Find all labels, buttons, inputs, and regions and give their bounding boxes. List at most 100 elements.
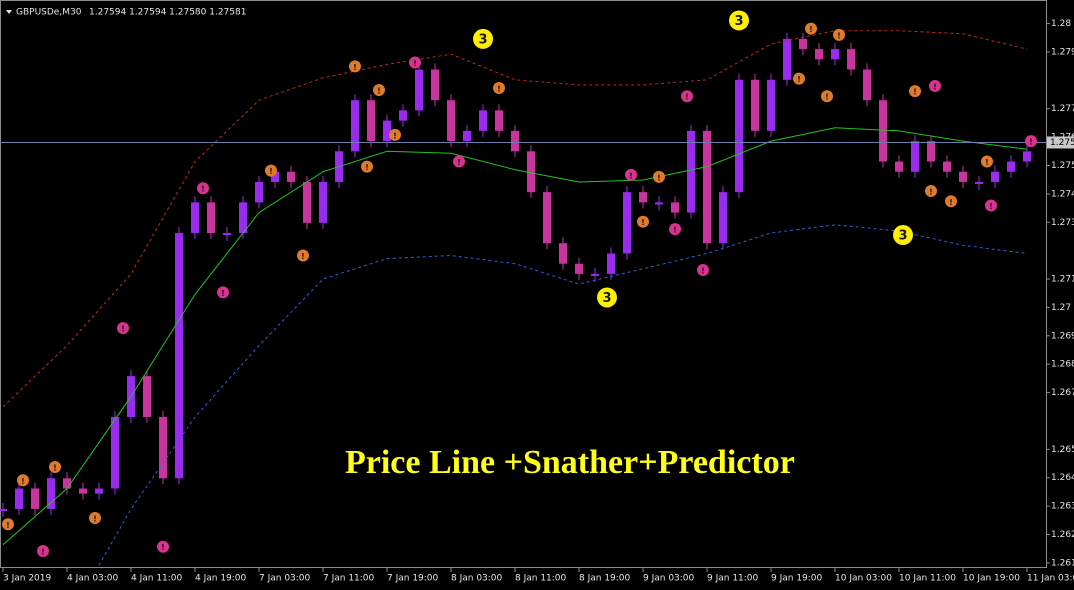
plot: !!!!!!!!!!!!!!!!!!!!!!!!!!!!!!!!!!! 3 3 3 3 [0, 10, 1046, 566]
candle [255, 181, 263, 203]
candle [223, 233, 231, 236]
y-tick-label: 1.273 [1051, 218, 1074, 228]
candle [319, 181, 327, 223]
candle [31, 488, 39, 509]
signal [493, 81, 505, 94]
signal-label: ! [457, 158, 461, 167]
candle [655, 202, 663, 205]
x-tick-label: 9 Jan 11:00 [707, 574, 759, 584]
signal-label: ! [837, 31, 841, 40]
candle [351, 100, 359, 152]
signal [49, 460, 61, 473]
candle [383, 120, 391, 142]
x-tick-label: 8 Jan 19:00 [579, 574, 631, 584]
candle [1007, 161, 1015, 172]
signal [1025, 135, 1037, 148]
y-tick-label: 1.268 [1051, 360, 1074, 370]
signal [669, 223, 681, 236]
signal [821, 90, 833, 103]
x-tick-label: 4 Jan 11:00 [131, 574, 183, 584]
signal-label: ! [929, 188, 933, 197]
signal [909, 85, 921, 98]
signal [833, 28, 845, 41]
signal-label: ! [269, 167, 273, 176]
signal [409, 56, 421, 69]
signal [17, 474, 29, 487]
signal-label: ! [41, 547, 45, 556]
x-tick-label: 7 Jan 11:00 [323, 574, 375, 584]
signal-label: ! [353, 63, 357, 72]
candle [783, 38, 791, 80]
candle [751, 79, 759, 131]
signal-label: 3 [478, 32, 487, 47]
signal-label: ! [641, 218, 645, 227]
candle [863, 69, 871, 101]
x-tick-label: 10 Jan 19:00 [963, 574, 1020, 584]
candle [687, 130, 695, 213]
signal-label: ! [989, 202, 993, 211]
candle [1023, 151, 1031, 162]
candle [15, 488, 23, 509]
signal [597, 287, 617, 308]
signal-label: ! [685, 93, 689, 102]
candle [143, 376, 151, 417]
candle [559, 243, 567, 264]
signal [681, 90, 693, 103]
candle [575, 263, 583, 274]
signal [37, 544, 49, 557]
signal-label: ! [221, 289, 225, 298]
candle [815, 49, 823, 60]
x-tick-label: 8 Jan 11:00 [515, 574, 567, 584]
x-tick-label: 7 Jan 19:00 [387, 574, 439, 584]
candle [79, 488, 87, 494]
y-tick-label: 1.275 [1051, 161, 1074, 171]
y-tick-label: 1.265 [1051, 445, 1074, 455]
symbol: GBPUSDe,M30 [16, 8, 82, 18]
quote: 1.27594 1.27594 1.27580 1.27581 [89, 8, 246, 18]
signal [89, 512, 101, 525]
signal-label: ! [93, 515, 97, 524]
y-tick-label: 1.262 [1051, 530, 1074, 540]
candle [543, 192, 551, 244]
signal [1, 518, 14, 531]
signal [265, 164, 277, 177]
price-label-box [1047, 136, 1074, 149]
candle [831, 49, 839, 60]
signal [729, 10, 749, 31]
signal [929, 80, 941, 93]
signal-label: ! [413, 59, 417, 68]
menu-arrow[interactable] [6, 10, 12, 14]
signal-label: ! [161, 543, 165, 552]
candle [431, 69, 439, 101]
signal-label: ! [301, 252, 305, 261]
signal-label: ! [1029, 138, 1033, 147]
signal [805, 22, 817, 35]
x-tick-label: 3 Jan 2019 [3, 574, 51, 584]
y-tick-label: 1.263 [1051, 502, 1074, 512]
signal-label: ! [21, 477, 25, 486]
signal [625, 168, 637, 181]
candle [975, 181, 983, 184]
candle [847, 49, 855, 70]
candle [527, 151, 535, 193]
signal [697, 263, 709, 276]
candle [399, 110, 407, 121]
candle [0, 508, 7, 511]
signal-label: ! [913, 88, 917, 97]
candle [607, 253, 615, 274]
signal-label: ! [121, 325, 125, 334]
candle [63, 478, 71, 489]
x-tick-label: 10 Jan 11:00 [899, 574, 956, 584]
x-tick-label: 10 Jan 03:00 [835, 574, 892, 584]
candle [879, 100, 887, 162]
signal [453, 155, 465, 168]
x-tick-label: 7 Jan 03:00 [259, 574, 311, 584]
y-tick-label: 1.269 [1051, 331, 1074, 341]
candle [463, 130, 471, 142]
candle [479, 110, 487, 131]
candle [591, 273, 599, 276]
x-tick-label: 4 Jan 03:00 [67, 574, 119, 584]
signal [157, 540, 169, 553]
x-tick-label: 8 Jan 03:00 [451, 574, 503, 584]
